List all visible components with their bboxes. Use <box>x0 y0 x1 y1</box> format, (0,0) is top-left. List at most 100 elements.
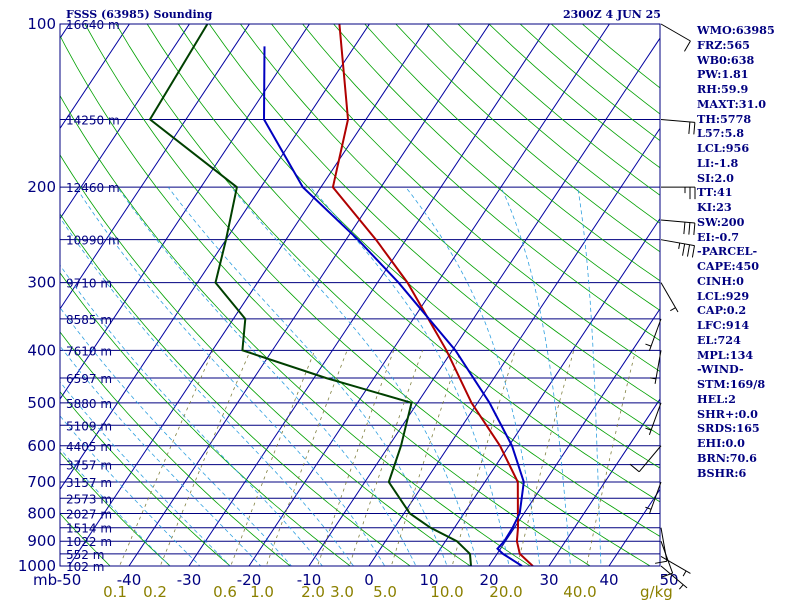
pressure-tick-label: 500 <box>27 394 56 412</box>
temperature-tick-label: 40 <box>599 571 618 589</box>
index-item: SRDS:165 <box>697 421 760 436</box>
index-item: FRZ:565 <box>697 37 750 52</box>
mixing-ratio-tick-label: 2.0 <box>301 583 325 600</box>
temperature-profile <box>331 24 534 566</box>
wind-barb <box>660 541 674 578</box>
moist-adiabat-line <box>75 186 386 566</box>
height-label: 1514 m <box>66 522 112 536</box>
mixing-ratio-tick-label: 0.1 <box>103 583 127 600</box>
index-item: EL:724 <box>697 332 741 347</box>
height-label: 102 m <box>66 560 104 574</box>
temperature-tick-label: 50 <box>659 571 678 589</box>
moist-adiabat-line <box>60 381 231 566</box>
isotherm-line <box>368 127 660 566</box>
index-item: HEL:2 <box>697 391 736 406</box>
index-item: L57:5.8 <box>697 126 745 141</box>
wind-barb-staff <box>660 565 688 589</box>
isotherm-line <box>488 307 660 566</box>
isotherm-line <box>548 398 660 566</box>
height-label: 7610 m <box>66 344 112 358</box>
mixing-ratio-line <box>348 350 423 566</box>
pressure-tick-label: 400 <box>27 341 56 359</box>
moist-adiabat-line <box>167 186 448 566</box>
indices-panel: WMO:63985 FRZ:565 WB0:638 PW:1.81 RH:59.9 MAX… <box>697 23 797 480</box>
wind-barb <box>645 481 662 515</box>
dry-adiabat-line <box>60 331 291 566</box>
mixing-ratio-line <box>451 350 516 566</box>
mixing-ratio-line <box>516 350 575 566</box>
wind-barb-staff <box>660 541 674 574</box>
height-label: 12460 m <box>66 181 120 195</box>
wind-barb-staff <box>660 282 679 313</box>
index-item: BRN:70.6 <box>697 450 757 465</box>
mixing-ratio-tick-label: 10.0 <box>430 583 463 600</box>
pressure-tick-label: 1000 <box>18 557 56 575</box>
wind-barbs <box>629 23 696 590</box>
wind-barb-half-flag <box>649 377 657 380</box>
height-label: 2027 m <box>66 507 112 521</box>
height-label: 4405 m <box>66 440 112 454</box>
index-item: LCL:956 <box>697 141 750 155</box>
isotherm-line <box>60 24 311 400</box>
moist-adiabat-line <box>60 345 262 566</box>
parcel-profile <box>262 46 525 566</box>
pressure-tick-label: 600 <box>27 437 56 455</box>
temperature-tick-label: 20 <box>479 571 498 589</box>
dry-adiabat-line <box>60 154 471 566</box>
moist-adiabat-line <box>500 187 571 566</box>
temperature-tick-label: -20 <box>237 571 262 589</box>
height-label: 14250 m <box>66 113 120 127</box>
height-label: 5109 m <box>66 419 112 433</box>
wind-barb <box>660 282 679 313</box>
dewpoint-profile <box>148 24 472 566</box>
mixing-ratio-tick-label: 0.6 <box>213 583 237 600</box>
wind-barb-flag <box>693 122 696 135</box>
wind-barb-flag <box>661 572 673 578</box>
dry-adiabat-line <box>302 24 660 342</box>
index-item: EHI:0.0 <box>697 436 745 450</box>
moist-adiabat-line <box>60 306 292 566</box>
temperature-tick-label: 30 <box>539 571 558 589</box>
isotherm-line <box>68 24 431 566</box>
index-item: MPL:134 <box>697 347 754 362</box>
dry-adiabat-line <box>271 24 660 373</box>
wind-barb-flag <box>684 40 691 52</box>
index-item: TH:5778 <box>697 111 752 126</box>
index-item: EI:-0.7 <box>697 229 739 244</box>
dry-adiabat-line <box>333 24 660 311</box>
index-item: RH:59.9 <box>697 82 749 96</box>
pressure-tick-label: 900 <box>27 532 56 550</box>
wind-barb-flag <box>693 222 696 236</box>
mixing-ratio-line <box>265 350 348 566</box>
isotherm-line <box>60 24 251 310</box>
wind-barb-staff <box>638 445 662 473</box>
wind-barb-half-flag <box>678 584 684 590</box>
isotherm-line <box>0 0 26 577</box>
mixing-ratio-line <box>230 350 316 566</box>
dry-adiabat-line <box>60 213 411 566</box>
temperature-tick-label: -50 <box>57 571 82 589</box>
dry-adiabat-line <box>60 94 531 566</box>
moist-adiabat-line <box>60 448 171 566</box>
index-item: SI:2.0 <box>697 170 734 185</box>
index-item: STM:169/8 <box>697 377 766 391</box>
pressure-tick-label: 700 <box>27 473 56 491</box>
index-item: WB0:638 <box>697 52 755 67</box>
moist-adiabat-line <box>60 264 323 566</box>
height-label: 8585 m <box>66 313 112 327</box>
wind-barb-staff <box>660 219 695 224</box>
pressure-tick-label: 100 <box>27 15 56 33</box>
wind-barb-staff <box>660 118 695 123</box>
moist-adiabat-line <box>60 415 201 566</box>
moist-adiabat-line <box>577 187 602 566</box>
height-label: 6597 m <box>66 372 112 386</box>
height-label: 3757 m <box>66 459 112 473</box>
dry-adiabat-line <box>115 24 660 537</box>
height-label: 16640 m <box>66 18 120 32</box>
plot-frame <box>59 23 661 567</box>
wind-barb-half-flag <box>670 307 676 312</box>
wind-barb-flag <box>688 121 691 134</box>
wind-barb-half-flag <box>645 427 652 431</box>
